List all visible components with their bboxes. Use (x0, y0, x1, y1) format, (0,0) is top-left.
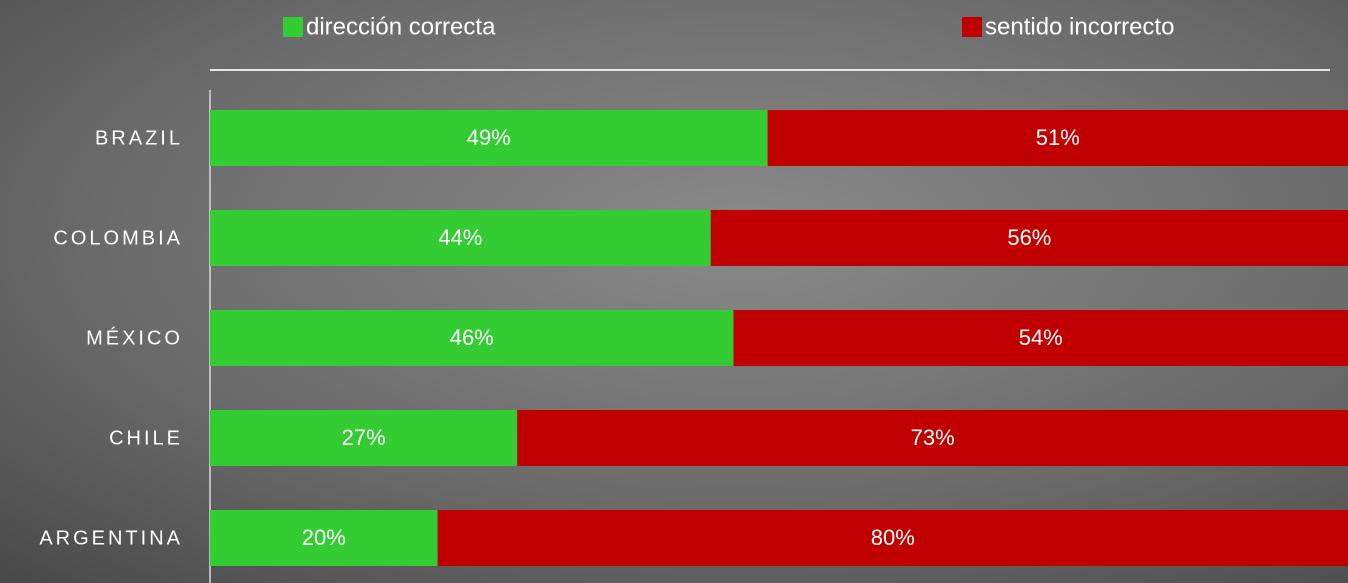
legend-label: dirección correcta (306, 13, 496, 40)
value-label: 27% (342, 425, 386, 450)
category-label: MÉXICO (86, 326, 183, 349)
page: dirección correcta sentido incorrecto BRAZ… (0, 0, 1348, 583)
value-label: 49% (467, 125, 511, 150)
value-label: 80% (871, 525, 915, 550)
value-label: 56% (1007, 225, 1051, 250)
legend-label: sentido incorrecto (985, 13, 1174, 40)
value-label: 51% (1036, 125, 1080, 150)
legend-swatch (962, 17, 982, 37)
value-label: 73% (911, 425, 955, 450)
category-label: CHILE (109, 427, 183, 449)
chart: dirección correcta sentido incorrecto BRAZ… (0, 0, 1348, 583)
value-label: 46% (450, 325, 494, 350)
value-label: 20% (302, 525, 346, 550)
category-label: BRAZIL (95, 127, 183, 149)
value-label: 54% (1019, 325, 1063, 350)
background (0, 0, 1348, 583)
legend-swatch (283, 17, 303, 37)
category-label: COLOMBIA (53, 227, 183, 249)
category-label: ARGENTINA (39, 527, 183, 549)
value-label: 44% (438, 225, 482, 250)
